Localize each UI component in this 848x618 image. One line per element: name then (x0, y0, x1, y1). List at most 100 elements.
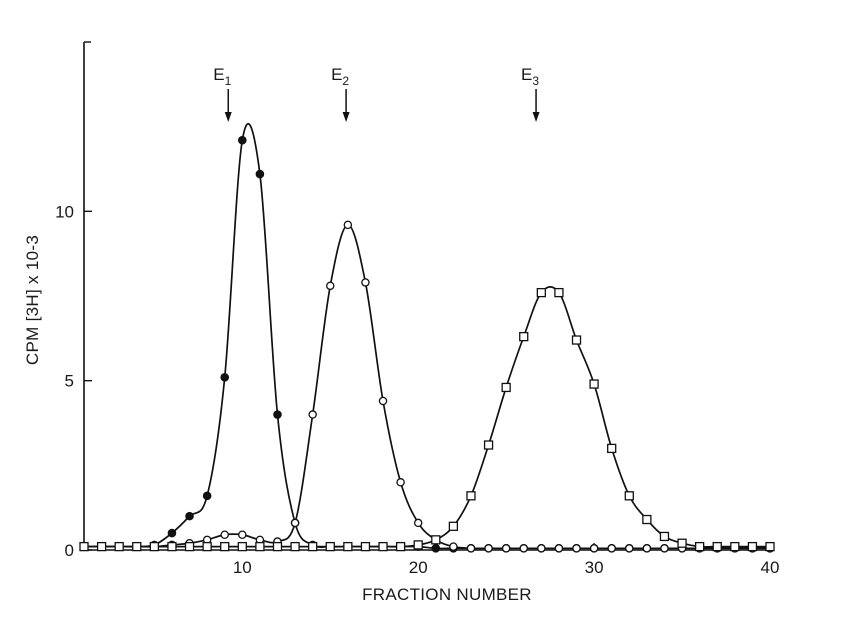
data-point (607, 544, 616, 553)
peak-marker-label: E1 (213, 65, 231, 88)
data-point (308, 541, 318, 552)
data-point (343, 541, 353, 552)
data-point (519, 331, 529, 342)
data-point (449, 542, 458, 551)
data-point (272, 541, 283, 552)
data-point (237, 541, 247, 552)
data-point (765, 541, 775, 552)
data-point (395, 541, 406, 552)
data-point (625, 544, 634, 553)
data-point (501, 382, 511, 393)
data-point (378, 541, 388, 552)
data-point (290, 541, 300, 552)
data-point (149, 541, 160, 552)
data-point (642, 544, 652, 553)
data-point (360, 541, 371, 552)
data-point (413, 540, 423, 550)
y-tick-label: 5 (65, 372, 74, 391)
data-point (483, 440, 494, 450)
data-point (114, 541, 124, 552)
data-point (589, 379, 599, 389)
data-point (466, 544, 476, 553)
data-point (79, 541, 89, 552)
x-axis-title: FRACTION NUMBER (362, 585, 532, 604)
data-point (361, 278, 370, 287)
data-point (694, 541, 705, 552)
data-point (220, 372, 230, 382)
series (79, 123, 775, 553)
data-point (730, 541, 740, 552)
data-point (184, 541, 195, 552)
data-point (501, 544, 511, 553)
data-point (185, 511, 194, 521)
data-point (448, 521, 459, 531)
data-point (255, 541, 265, 552)
peak-marker-subscript: 2 (342, 74, 349, 88)
data-point (325, 541, 335, 552)
data-point (571, 335, 582, 345)
data-point (660, 544, 669, 553)
data-point (343, 220, 353, 230)
peak-marker: E3 (521, 65, 540, 122)
y-axis-title: CPM [3H] x 10-3 (23, 235, 42, 365)
series-line (83, 286, 770, 548)
data-point (96, 541, 107, 552)
arrow-head-icon (532, 112, 540, 122)
y-tick-label: 0 (65, 541, 74, 560)
data-point (572, 544, 581, 553)
arrow-head-icon (224, 112, 232, 122)
series-3 (79, 286, 775, 552)
data-point (624, 491, 634, 501)
peak-marker: E2 (331, 65, 350, 122)
peak-marker-label: E2 (331, 65, 349, 88)
peak-marker-subscript: 1 (225, 74, 232, 88)
data-point (554, 287, 564, 298)
data-point (167, 528, 177, 538)
data-point (290, 518, 300, 528)
data-point (554, 544, 564, 553)
data-point (484, 544, 493, 553)
data-point (326, 281, 335, 291)
x-tick-label: 20 (409, 558, 428, 577)
data-point (220, 530, 229, 540)
data-point (132, 541, 142, 552)
arrow-head-icon (342, 112, 350, 122)
series-line (83, 123, 770, 550)
data-point (589, 544, 599, 553)
data-point (167, 541, 177, 552)
series-1 (79, 123, 775, 553)
data-point (378, 396, 388, 406)
x-tick-label: 30 (585, 558, 604, 577)
data-point (466, 491, 476, 501)
data-point (238, 530, 247, 540)
data-point (220, 541, 230, 552)
ticks: 0 5 10 10 20 30 40 (55, 41, 780, 577)
annotations: E1 E2 E3 (213, 65, 540, 122)
series-line (83, 224, 770, 550)
data-point (747, 541, 758, 552)
data-point (255, 169, 265, 179)
series-2 (79, 220, 775, 553)
data-point (537, 544, 546, 553)
data-point (536, 287, 546, 298)
data-point (238, 135, 247, 145)
x-tick-label: 10 (233, 558, 252, 577)
data-point (677, 538, 687, 548)
data-point (712, 541, 722, 552)
data-point (202, 541, 212, 552)
y-tick-label: 10 (55, 202, 74, 221)
data-point (519, 544, 528, 553)
data-point (431, 535, 441, 545)
peak-marker: E1 (213, 65, 232, 122)
peak-marker-label: E3 (521, 65, 539, 88)
x-tick-label: 40 (761, 558, 780, 577)
data-point (273, 410, 282, 419)
data-point (413, 518, 423, 528)
data-point (308, 410, 317, 419)
data-point (431, 544, 441, 553)
axes (83, 42, 770, 551)
data-point (642, 514, 652, 525)
data-point (396, 478, 405, 487)
data-point (659, 531, 670, 542)
